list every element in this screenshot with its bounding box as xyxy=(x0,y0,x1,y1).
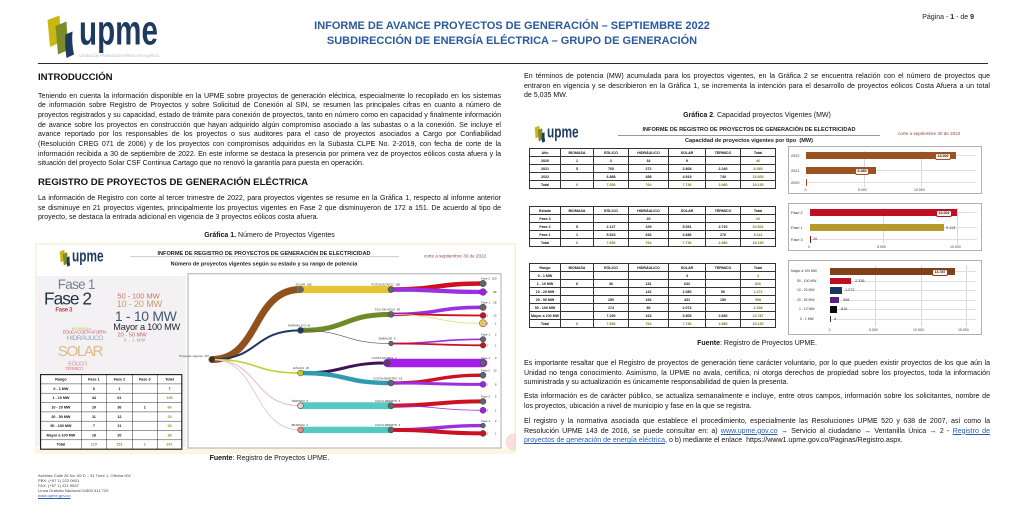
svg-text:1: 1 xyxy=(495,344,497,348)
svg-text:28: 28 xyxy=(493,301,497,305)
svg-text:Fase 1: Fase 1 xyxy=(481,301,490,305)
svg-text:66: 66 xyxy=(167,405,171,409)
svg-text:1 - 10 MW: 1 - 10 MW xyxy=(115,308,178,324)
svg-text:38: 38 xyxy=(167,433,171,437)
svg-text:115: 115 xyxy=(91,443,97,447)
svg-text:20 - 50 MW: 20 - 50 MW xyxy=(117,333,147,339)
svg-text:1: 1 xyxy=(144,443,146,447)
svg-text:86: 86 xyxy=(493,290,497,294)
svg-text:Fase 1: Fase 1 xyxy=(481,419,490,423)
svg-text:Fase 2: Fase 2 xyxy=(481,277,490,281)
svg-text:SOLAR 186: SOLAR 186 xyxy=(296,283,313,287)
svg-text:Fase 2: Fase 2 xyxy=(44,289,92,309)
svg-text:EÓLICO 26: EÓLICO 26 xyxy=(293,365,309,370)
svg-text:Fase 2: Fase 2 xyxy=(114,378,125,382)
svg-text:18: 18 xyxy=(92,433,96,437)
svg-text:Fase 2: Fase 2 xyxy=(481,395,490,399)
svg-text:Fase 1: Fase 1 xyxy=(88,378,99,382)
svg-text:Rango: Rango xyxy=(55,378,67,382)
svg-text:2: 2 xyxy=(486,344,488,348)
svg-text:COSTA AFUERA 3: COSTA AFUERA 3 xyxy=(372,356,398,360)
svg-text:corte a septiembre 30 de 2022: corte a septiembre 30 de 2022 xyxy=(424,254,487,259)
svg-text:CICLO ABIERTO 6: CICLO ABIERTO 6 xyxy=(375,399,401,403)
svg-text:INFORME DE REGISTRO DE PROYECT: INFORME DE REGISTRO DE PROYECTOS DE GENE… xyxy=(157,249,370,257)
svg-text:61: 61 xyxy=(117,396,121,400)
svg-text:upme: upme xyxy=(79,11,158,54)
svg-text:267: 267 xyxy=(166,443,172,447)
svg-text:10: 10 xyxy=(493,368,497,372)
svg-text:2: 2 xyxy=(486,432,488,436)
svg-text:0 - 1 MW: 0 - 1 MW xyxy=(124,338,146,343)
svg-text:Mayor a 100 MW: Mayor a 100 MW xyxy=(113,322,180,332)
svg-text:2: 2 xyxy=(486,314,488,318)
svg-text:CICLO ABIERTO 3: CICLO ABIERTO 3 xyxy=(375,423,401,427)
svg-text:Fase 1: Fase 1 xyxy=(481,356,490,360)
svg-text:3: 3 xyxy=(495,356,497,360)
svg-text:100: 100 xyxy=(492,277,497,281)
svg-text:Mayor a 100 MW: Mayor a 100 MW xyxy=(47,433,76,437)
svg-text:29: 29 xyxy=(92,405,96,409)
svg-text:23: 23 xyxy=(167,415,171,419)
svg-text:Fase 3: Fase 3 xyxy=(139,378,150,382)
svg-text:12: 12 xyxy=(117,415,121,419)
svg-text:8: 8 xyxy=(495,383,497,387)
svg-text:upme: upme xyxy=(547,124,579,141)
svg-text:3: 3 xyxy=(486,322,488,326)
svg-text:10: 10 xyxy=(493,314,497,318)
svg-text:BIOMASA 2: BIOMASA 2 xyxy=(292,423,309,427)
svg-text:1: 1 xyxy=(495,432,497,436)
svg-text:Proyectos vigentes 267: Proyectos vigentes 267 xyxy=(179,354,209,358)
svg-text:TÉRMICO: TÉRMICO xyxy=(65,366,84,371)
svg-text:Fase 2: Fase 2 xyxy=(481,368,490,372)
svg-text:SOLAR: SOLAR xyxy=(58,343,104,360)
svg-text:1: 1 xyxy=(486,290,488,294)
svg-text:Número de proyectos vigentes s: Número de proyectos vigentes según su es… xyxy=(171,262,359,268)
svg-text:6: 6 xyxy=(93,387,95,391)
svg-text:Total: Total xyxy=(57,443,66,447)
svg-text:1: 1 xyxy=(118,387,120,391)
svg-text:Fase 3: Fase 3 xyxy=(55,306,73,313)
svg-text:50 - 100 MW: 50 - 100 MW xyxy=(117,292,160,301)
svg-text:20 - 50 MW: 20 - 50 MW xyxy=(51,415,71,419)
svg-text:21: 21 xyxy=(117,424,121,428)
svg-text:105: 105 xyxy=(166,396,172,400)
svg-text:7: 7 xyxy=(168,387,170,391)
svg-text:BIOMASA: BIOMASA xyxy=(72,326,92,331)
svg-text:Fase 1: Fase 1 xyxy=(58,277,96,292)
svg-text:1: 1 xyxy=(495,322,497,326)
svg-text:TÉRMICO 6: TÉRMICO 6 xyxy=(292,398,309,403)
svg-text:3: 3 xyxy=(486,409,488,413)
svg-text:0 - 1 MW: 0 - 1 MW xyxy=(53,387,68,391)
svg-text:Total: Total xyxy=(165,378,174,382)
svg-text:HIDRÁULICO: HIDRÁULICO xyxy=(67,333,104,342)
svg-text:7: 7 xyxy=(93,424,95,428)
svg-text:EÓLICA COSTA AFUERA: EÓLICA COSTA AFUERA xyxy=(63,329,107,335)
svg-text:Fase 1: Fase 1 xyxy=(481,333,490,337)
svg-text:FOTOVOLTAICO 186: FOTOVOLTAICO 186 xyxy=(372,283,401,287)
svg-text:HIDRÁULICO 41: HIDRÁULICO 41 xyxy=(288,324,311,328)
svg-text:FILO DE AGUA 38: FILO DE AGUA 38 xyxy=(375,308,400,312)
svg-text:upme: upme xyxy=(72,246,104,265)
svg-text:EMBALSE 3: EMBALSE 3 xyxy=(379,337,396,341)
svg-text:2: 2 xyxy=(495,333,497,337)
svg-text:44: 44 xyxy=(92,396,97,400)
svg-text:1: 1 xyxy=(486,383,488,387)
svg-text:2: 2 xyxy=(495,419,497,423)
svg-text:11: 11 xyxy=(92,415,96,419)
svg-text:1: 1 xyxy=(144,405,146,409)
svg-text:EÓLICO: EÓLICO xyxy=(68,361,88,368)
svg-text:28: 28 xyxy=(167,424,171,428)
svg-text:1 - 10 MW: 1 - 10 MW xyxy=(52,396,70,400)
svg-text:10 - 20 MW: 10 - 20 MW xyxy=(117,299,163,309)
svg-text:151: 151 xyxy=(116,443,122,447)
svg-text:5: 5 xyxy=(495,395,497,399)
svg-text:1: 1 xyxy=(495,409,497,413)
svg-text:Unidad de Planeación Minero En: Unidad de Planeación Minero Energética xyxy=(79,53,160,58)
svg-text:36: 36 xyxy=(117,405,121,409)
svg-text:20: 20 xyxy=(117,433,121,437)
svg-text:50 - 100 MW: 50 - 100 MW xyxy=(50,424,72,428)
svg-text:COSTA ADENTRO 18: COSTA ADENTRO 18 xyxy=(373,376,403,380)
svg-text:10 - 20 MW: 10 - 20 MW xyxy=(51,405,71,409)
